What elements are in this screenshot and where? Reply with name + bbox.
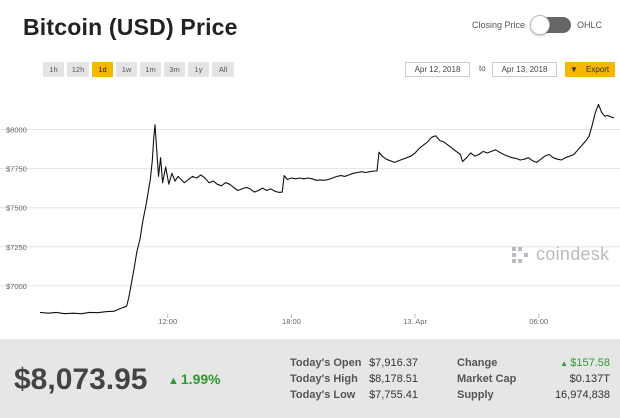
price-change-percent: ▲ 1.99% (168, 371, 221, 387)
todays-low-label: Today's Low (290, 389, 356, 401)
supply-value: 16,974,838 (554, 389, 610, 401)
coindesk-logo-icon (512, 246, 528, 263)
coindesk-watermark: coindesk (510, 244, 609, 265)
range-button-3m[interactable]: 3m (164, 62, 185, 77)
market-cap-value: $0.137T (569, 373, 610, 385)
y-axis-labels: $7000 $7250 $7500 $7750 $8000 (6, 126, 27, 291)
date-to-input[interactable]: Apr 13, 2018 (492, 62, 557, 77)
todays-high-value: $8,178.51 (369, 373, 418, 385)
page-title: Bitcoin (USD) Price (23, 14, 238, 40)
date-range-separator: to (479, 64, 486, 73)
range-button-12h[interactable]: 12h (67, 62, 89, 77)
todays-low-value: $7,755.41 (369, 389, 418, 401)
change-percent-value: 1.99% (180, 371, 221, 387)
toggle-knob[interactable] (530, 15, 551, 35)
grid-lines (0, 129, 620, 287)
x-axis-labels: 12:00 18:00 13. Apr 06:00 (158, 314, 548, 326)
x-tick-label: 13. Apr (403, 317, 427, 326)
supply-label: Supply (457, 389, 494, 401)
y-tick-label: $7750 (6, 165, 27, 174)
change-value-text: $157.58 (570, 357, 610, 369)
range-button-all[interactable]: All (212, 62, 234, 77)
range-button-1w[interactable]: 1w (116, 62, 137, 77)
range-button-1m[interactable]: 1m (140, 62, 161, 77)
range-button-1h[interactable]: 1h (43, 62, 64, 77)
date-from-input[interactable]: Apr 12, 2018 (405, 62, 470, 77)
range-selector: 1h 12h 1d 1w 1m 3m 1y All (43, 62, 234, 77)
todays-high-label: Today's High (290, 373, 358, 385)
y-tick-label: $7500 (6, 204, 27, 213)
range-button-1d[interactable]: 1d (92, 62, 113, 77)
price-line-series (39, 103, 615, 315)
watermark-text: coindesk (536, 244, 610, 264)
export-button[interactable]: ▼ Export (565, 62, 615, 77)
current-price: $8,073.95 (14, 363, 148, 396)
range-button-1y[interactable]: 1y (188, 62, 209, 77)
change-label: Change (457, 357, 498, 369)
closing-price-label: Closing Price (472, 20, 526, 30)
change-value: ▲ $157.58 (520, 357, 610, 369)
x-tick-label: 06:00 (529, 317, 548, 326)
todays-open-value: $7,916.37 (369, 357, 418, 369)
download-icon: ▼ (570, 65, 578, 74)
price-mode-toggle[interactable]: Closing Price OHLC (472, 15, 603, 35)
y-tick-label: $8000 (6, 126, 27, 135)
price-summary-panel: $8,073.95 ▲ 1.99% Today's Open $7,916.37 … (0, 339, 620, 418)
y-tick-label: $7250 (6, 243, 27, 252)
price-chart: $7000 $7250 $7500 $7750 $8000 12:00 18:00 13. … (0, 103, 620, 326)
change-up-icon: ▲ (560, 359, 571, 368)
x-tick-label: 12:00 (158, 317, 177, 326)
export-label: Export (586, 65, 610, 74)
market-cap-label: Market Cap (457, 373, 517, 385)
todays-open-label: Today's Open (290, 357, 362, 369)
y-tick-label: $7000 (6, 282, 27, 291)
up-arrow-icon: ▲ (168, 375, 179, 387)
x-tick-label: 18:00 (282, 317, 301, 326)
ohlc-label: OHLC (577, 20, 603, 30)
toggle-switch[interactable] (530, 15, 572, 35)
